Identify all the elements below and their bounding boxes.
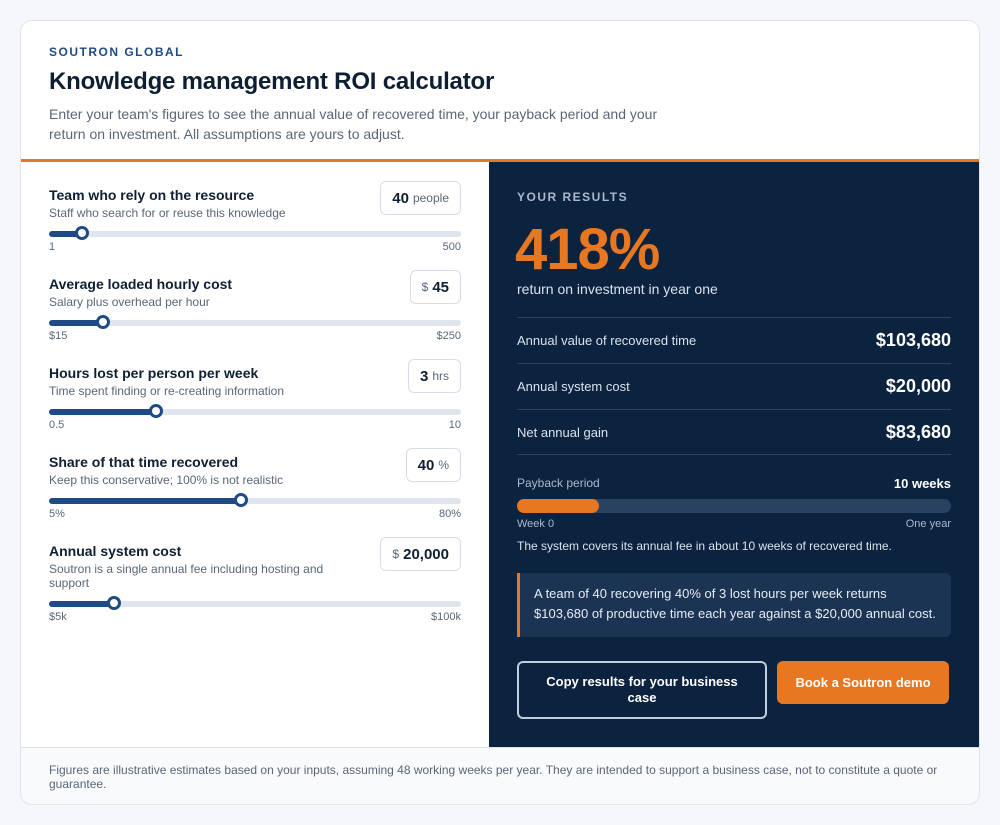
hourly-cost-field[interactable]: $ 45 [409,270,461,304]
payback-label: Payback period [517,476,600,490]
slider-thumb[interactable] [95,315,110,329]
inputs-panel: Team who rely on the resource Staff who … [21,162,489,747]
input-label: Share of that time recovered [49,454,239,470]
slider-fill [49,498,242,504]
metric-value: $20,000 [885,376,951,396]
metric-row-system-cost: Annual system cost $20,000 [517,363,951,409]
input-help: Soutron is a single annual fee including… [49,562,324,590]
disclaimer-footer: Figures are illustrative estimates based… [21,747,979,804]
calculator-body: Team who rely on the resource Staff who … [21,162,979,747]
payback-note: The system covers its annual fee in abou… [517,539,892,553]
metric-label: Net annual gain [517,424,609,440]
payback-max-label: One year [905,518,951,530]
share-recovered-unit: % [438,458,449,472]
slider-thumb[interactable] [149,404,164,418]
roi-calculator-card: SOUTRON GLOBAL Knowledge management ROI … [20,20,980,805]
metric-value: $83,680 [885,421,951,442]
metric-value: $103,680 [875,330,951,350]
input-help: Keep this conservative; 100% is not real… [49,473,284,487]
share-recovered-slider[interactable] [49,493,461,507]
slider-min-label: $5k [49,611,67,623]
input-help: Salary plus overhead per hour [49,295,210,309]
intro-text: Enter your team's figures to see the ann… [49,106,658,142]
payback-min-label: Week 0 [517,518,555,530]
brand-label: SOUTRON GLOBAL [49,45,184,59]
payback-progress-bar [517,499,951,513]
slider-min-label: 5% [49,508,65,520]
slider-min-label: 0.5 [49,419,65,431]
team-size-value: 40 [392,189,409,207]
share-recovered-value: 40 [417,456,435,474]
slider-fill [49,231,82,237]
slider-min-label: 1 [49,241,56,253]
hours-lost-slider[interactable] [49,404,461,418]
slider-thumb[interactable] [234,493,249,507]
roi-caption: return on investment in year one [517,281,718,297]
results-summary-callout: A team of 40 recovering 40% of 3 lost ho… [517,573,951,637]
slider-thumb[interactable] [74,226,89,240]
slider-fill [49,409,157,415]
hours-lost-field[interactable]: 3 hrs [407,359,461,393]
team-size-slider[interactable] [49,226,461,240]
currency-prefix: $ [421,280,429,294]
system-cost-slider[interactable] [49,596,461,610]
hours-lost-unit: hrs [432,369,449,383]
input-help: Time spent finding or re-creating inform… [49,384,284,398]
system-cost-value: 20,000 [403,545,449,563]
copy-results-button[interactable]: Copy results for your business case [517,661,767,719]
share-recovered-field[interactable]: 40 % [405,448,461,482]
hourly-cost-slider[interactable] [49,315,461,329]
input-label: Team who rely on the resource [49,187,255,203]
input-label: Average loaded hourly cost [49,276,233,292]
slider-max-label: $100k [431,611,461,623]
team-size-field[interactable]: 40 people [380,181,461,215]
slider-fill [49,601,115,607]
input-label: Annual system cost [49,543,182,559]
slider-max-label: $250 [436,330,461,342]
results-panel: YOUR RESULTS 418% return on investment i… [489,162,979,747]
input-help: Staff who search for or reuse this knowl… [49,206,286,220]
calculator-header: SOUTRON GLOBAL Knowledge management ROI … [21,21,979,162]
slider-min-label: $15 [49,330,68,342]
slider-max-label: 10 [448,419,461,431]
slider-max-label: 500 [442,241,461,253]
slider-max-label: 80% [438,508,461,520]
metric-row-recovered-value: Annual value of recovered time $103,680 [517,317,951,363]
hourly-cost-value: 45 [432,278,449,296]
input-label: Hours lost per person per week [49,365,259,381]
page-title: Knowledge management ROI calculator [49,68,495,95]
slider-fill [49,320,103,326]
team-size-unit: people [412,191,449,205]
metric-label: Annual system cost [517,379,630,394]
roi-percentage: 418% [515,217,660,282]
results-heading: YOUR RESULTS [517,190,629,204]
currency-prefix: $ [392,547,400,561]
payback-value: 10 weeks [893,476,951,491]
metric-row-net-gain: Net annual gain $83,680 [517,409,951,455]
hours-lost-value: 3 [419,367,429,385]
payback-progress-fill [517,499,600,513]
slider-thumb[interactable] [107,596,122,610]
system-cost-field[interactable]: $ 20,000 [380,537,461,571]
metric-label: Annual value of recovered time [517,333,697,348]
book-demo-button[interactable]: Book a Soutron demo [777,661,949,704]
